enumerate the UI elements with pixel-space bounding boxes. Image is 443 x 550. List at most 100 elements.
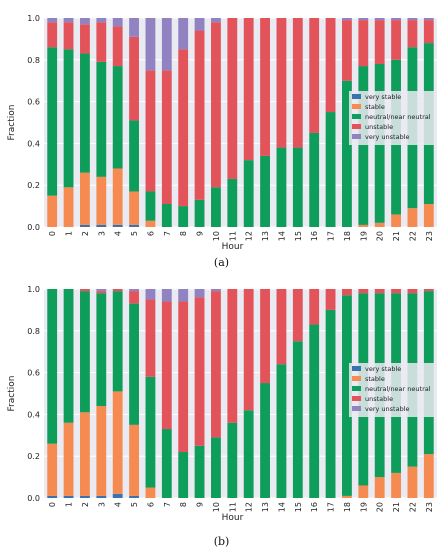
x-tick-label: 15 (294, 502, 303, 512)
x-tick-label: 4 (114, 231, 123, 236)
bar-segment-stable (391, 214, 401, 227)
bar-segment-unstable (112, 26, 123, 67)
bar-segment-neutral-near-neutral (80, 291, 90, 413)
bar-segment-unstable (63, 22, 74, 50)
bar-segment-neutral-near-neutral (145, 376, 156, 488)
bar-segment-neutral-near-neutral (309, 132, 320, 227)
bar-segment-stable (96, 176, 107, 225)
y-tick-label: 0.2 (27, 181, 40, 190)
bar-segment-neutral-near-neutral (260, 383, 270, 498)
bar-segment-very-unstable (112, 18, 123, 27)
y-axis-label: Fraction (7, 376, 17, 412)
bar-segment-neutral-near-neutral (276, 147, 287, 227)
legend-swatch (352, 386, 361, 391)
bar-segment-stable (47, 195, 58, 227)
bar-segment-very-unstable (358, 18, 369, 21)
bar-segment-unstable (407, 20, 418, 48)
x-tick-label: 11 (228, 231, 237, 241)
x-tick-label: 17 (327, 231, 336, 241)
bar-segment-unstable (391, 289, 401, 294)
bar-segment-unstable (358, 20, 369, 67)
y-axis-label: Fraction (7, 105, 17, 141)
bar-segment-stable (407, 466, 418, 498)
legend-entry: very stable (365, 93, 401, 101)
bar-segment-unstable (374, 20, 385, 64)
bar-segment-very-unstable (63, 18, 74, 23)
legend-entry: neutral/near neutral (365, 113, 431, 121)
bar-segment-unstable (325, 18, 336, 113)
x-tick-label: 14 (277, 502, 286, 512)
x-tick-label: 10 (212, 231, 221, 241)
bar-segment-very-stable (112, 224, 123, 227)
bar-segment-neutral-near-neutral (161, 204, 172, 227)
legend-entry: neutral/near neutral (365, 385, 431, 393)
legend-swatch (352, 104, 361, 109)
bar-segment-very-unstable (211, 18, 221, 23)
bar-segment-neutral-near-neutral (292, 147, 303, 227)
bar-segment-stable (63, 187, 74, 227)
legend-entry: very stable (365, 365, 401, 373)
bar-segment-unstable (96, 291, 107, 294)
bar-segment-unstable (129, 291, 139, 304)
bar-segment-neutral-near-neutral (276, 364, 287, 498)
bar-segment-unstable (80, 289, 90, 292)
bar-segment-very-stable (96, 495, 107, 498)
bar-segment-neutral-near-neutral (325, 309, 336, 498)
x-tick-label: 19 (359, 502, 368, 512)
legend-entry: unstable (365, 123, 393, 131)
x-tick-label: 18 (343, 231, 352, 241)
legend: very stable stable neutral/near neutral uns… (349, 91, 437, 145)
bar-segment-unstable (145, 299, 156, 377)
bar-segment-unstable (227, 18, 238, 179)
x-tick-label: 14 (277, 231, 286, 241)
bar-segment-very-stable (80, 495, 90, 498)
bar-segment-unstable (96, 22, 107, 62)
bar-segment-very-unstable (145, 289, 156, 300)
x-tick-label: 10 (212, 502, 221, 512)
legend-swatch (352, 376, 361, 381)
bar-segment-unstable (276, 18, 287, 148)
bar-segment-stable (80, 412, 90, 496)
bar-segment-neutral-near-neutral (112, 291, 123, 392)
legend-box (349, 91, 437, 145)
x-tick-label: 8 (179, 502, 188, 507)
x-tick-label: 13 (261, 502, 270, 512)
legend: very stable stable neutral/near neutral uns… (349, 363, 437, 417)
bar-segment-unstable (211, 291, 221, 438)
legend-entry: very unstable (365, 405, 410, 413)
bar-segment-unstable (194, 30, 205, 200)
bar-segment-unstable (47, 22, 58, 48)
x-tick-label: 0 (48, 231, 57, 236)
legend-swatch (352, 366, 361, 371)
bar-segment-very-unstable (80, 18, 90, 25)
x-tick-label: 22 (408, 231, 417, 241)
legend-swatch (352, 114, 361, 119)
bar-segment-unstable (358, 289, 369, 294)
x-tick-label: 5 (130, 502, 139, 507)
bar-segment-very-unstable (407, 18, 418, 21)
bar-segment-stable (80, 172, 90, 225)
bar-segment-very-unstable (129, 18, 139, 37)
bar-segment-neutral-near-neutral (63, 49, 74, 188)
x-tick-label: 7 (163, 231, 172, 236)
bar-segment-stable (407, 208, 418, 227)
bar-segment-neutral-near-neutral (129, 120, 139, 192)
bar-segment-unstable (161, 301, 172, 430)
x-tick-label: 17 (327, 502, 336, 512)
y-tick-label: 0.0 (27, 494, 40, 503)
bar-segment-very-unstable (391, 18, 401, 21)
x-tick-label: 3 (97, 502, 106, 507)
x-tick-label: 21 (392, 231, 401, 241)
legend-swatch (352, 406, 361, 411)
bar-segment-very-unstable (211, 289, 221, 292)
bar-segment-unstable (80, 24, 90, 54)
bar-segment-unstable (129, 36, 139, 121)
x-tick-label: 7 (163, 502, 172, 507)
y-tick-label: 0.4 (27, 410, 40, 419)
bar-segment-very-unstable (129, 289, 139, 292)
bar-segment-very-unstable (423, 18, 434, 21)
legend-swatch (352, 94, 361, 99)
bar-segment-neutral-near-neutral (309, 324, 320, 498)
bar-segment-neutral-near-neutral (96, 293, 107, 407)
bar-segment-neutral-near-neutral (358, 66, 369, 225)
